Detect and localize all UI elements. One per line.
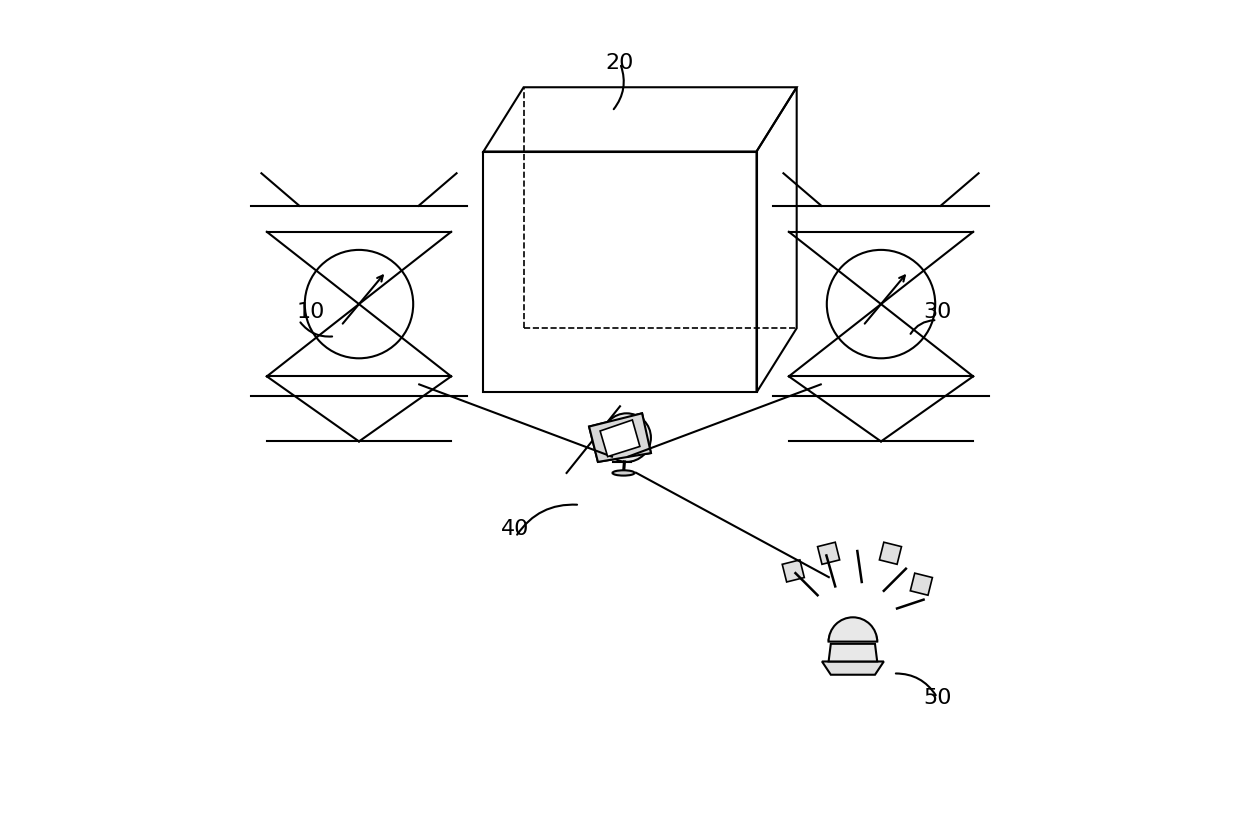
Polygon shape	[817, 542, 839, 565]
Polygon shape	[782, 560, 805, 582]
Text: 30: 30	[923, 302, 951, 322]
Polygon shape	[910, 574, 932, 596]
Ellipse shape	[613, 471, 635, 475]
Circle shape	[603, 413, 651, 462]
Text: 40: 40	[501, 519, 529, 539]
Polygon shape	[600, 420, 640, 457]
Polygon shape	[879, 542, 901, 565]
Text: 20: 20	[606, 53, 634, 74]
Text: 10: 10	[296, 302, 325, 322]
Polygon shape	[600, 420, 640, 457]
Polygon shape	[822, 662, 884, 675]
Polygon shape	[589, 413, 651, 462]
Polygon shape	[589, 413, 651, 462]
Polygon shape	[828, 644, 877, 662]
Wedge shape	[828, 618, 877, 641]
Text: 50: 50	[923, 688, 951, 708]
